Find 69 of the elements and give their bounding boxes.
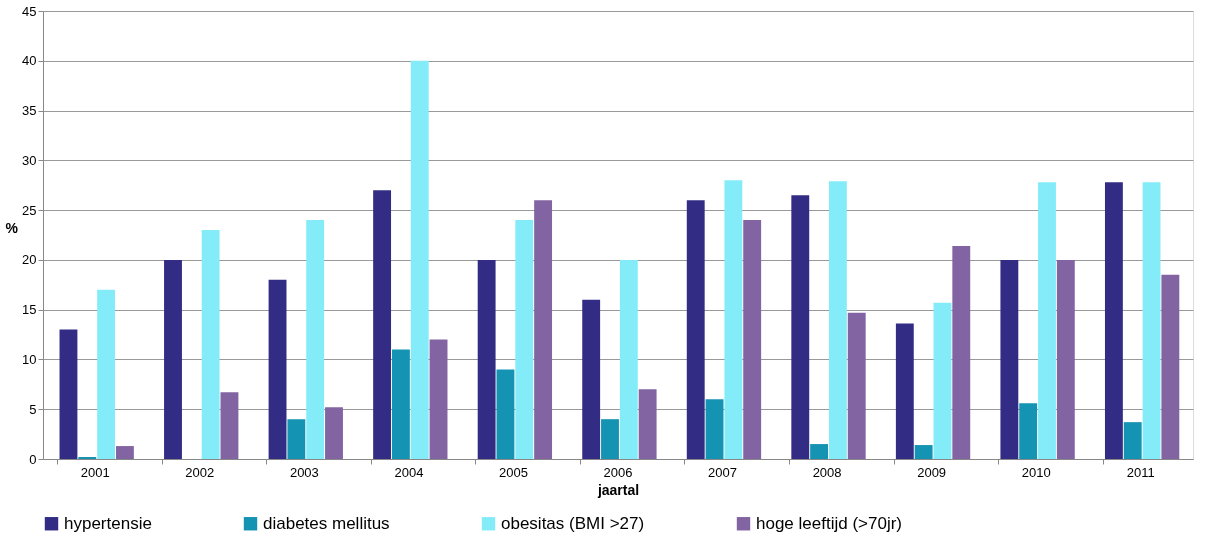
bar — [97, 289, 116, 459]
y-tick-label: 35 — [22, 103, 37, 119]
x-tick-label: 2003 — [289, 464, 319, 480]
bar — [601, 419, 619, 459]
bar — [115, 446, 134, 459]
bar — [895, 323, 914, 459]
bar — [705, 399, 724, 459]
y-tick-label: 20 — [22, 252, 37, 268]
bar — [429, 339, 448, 459]
bar — [1123, 422, 1142, 459]
bar — [201, 230, 220, 459]
bar — [743, 220, 762, 459]
x-tick-label: 2007 — [708, 464, 738, 480]
bar — [59, 329, 78, 459]
bar — [952, 245, 971, 459]
bar — [287, 419, 306, 459]
bar — [410, 60, 429, 459]
x-tick-label: 2004 — [394, 464, 424, 480]
legend-label: obesitas (BMI >27) — [501, 513, 645, 533]
x-tick-label: 2005 — [498, 464, 528, 480]
bar — [791, 195, 810, 459]
bar — [1056, 259, 1075, 459]
bar — [1161, 274, 1180, 459]
bar — [582, 299, 601, 459]
x-tick-label: 2011 — [1126, 464, 1155, 480]
bar — [638, 389, 657, 459]
bar — [515, 220, 534, 459]
x-tick-label: 2008 — [812, 464, 842, 480]
bar — [1038, 182, 1056, 459]
y-tick-label: 30 — [22, 152, 37, 168]
bar — [306, 220, 325, 459]
bar — [391, 349, 410, 459]
y-tick-label: 5 — [29, 401, 37, 417]
bar — [810, 444, 829, 459]
bar — [325, 407, 343, 459]
bar — [268, 279, 287, 459]
bar — [164, 259, 182, 459]
y-tick-label: 15 — [22, 302, 37, 318]
y-tick-label: 40 — [22, 53, 37, 69]
bar — [220, 392, 239, 459]
x-tick-label: 2001 — [80, 464, 110, 480]
x-tick-label: 2010 — [1021, 464, 1051, 480]
bar — [914, 445, 933, 459]
bar — [1000, 259, 1019, 459]
bar — [1142, 182, 1161, 459]
bar — [1104, 182, 1123, 459]
y-tick-label: 0 — [29, 451, 37, 467]
y-tick-label: 10 — [22, 351, 37, 367]
y-tick-label: 45 — [22, 3, 37, 19]
legend-label: hoge leeftijd (>70jr) — [756, 513, 903, 533]
y-axis-title: % — [5, 219, 19, 236]
bar — [933, 302, 952, 459]
bar — [828, 181, 847, 459]
legend-label: diabetes mellitus — [263, 513, 390, 533]
bar — [686, 200, 705, 459]
x-tick-label: 2002 — [185, 464, 215, 480]
x-axis-title: jaartal — [596, 481, 640, 498]
bar — [373, 190, 392, 459]
bar — [496, 369, 515, 459]
legend-label: hypertensie — [64, 513, 152, 533]
bar — [724, 180, 743, 459]
bar — [847, 312, 866, 459]
bar — [1019, 403, 1038, 459]
bar — [477, 259, 496, 459]
bar — [534, 200, 553, 459]
x-tick-label: 2006 — [603, 464, 633, 480]
bar — [619, 259, 638, 459]
y-tick-label: 25 — [22, 202, 37, 218]
x-tick-label: 2009 — [917, 464, 947, 480]
